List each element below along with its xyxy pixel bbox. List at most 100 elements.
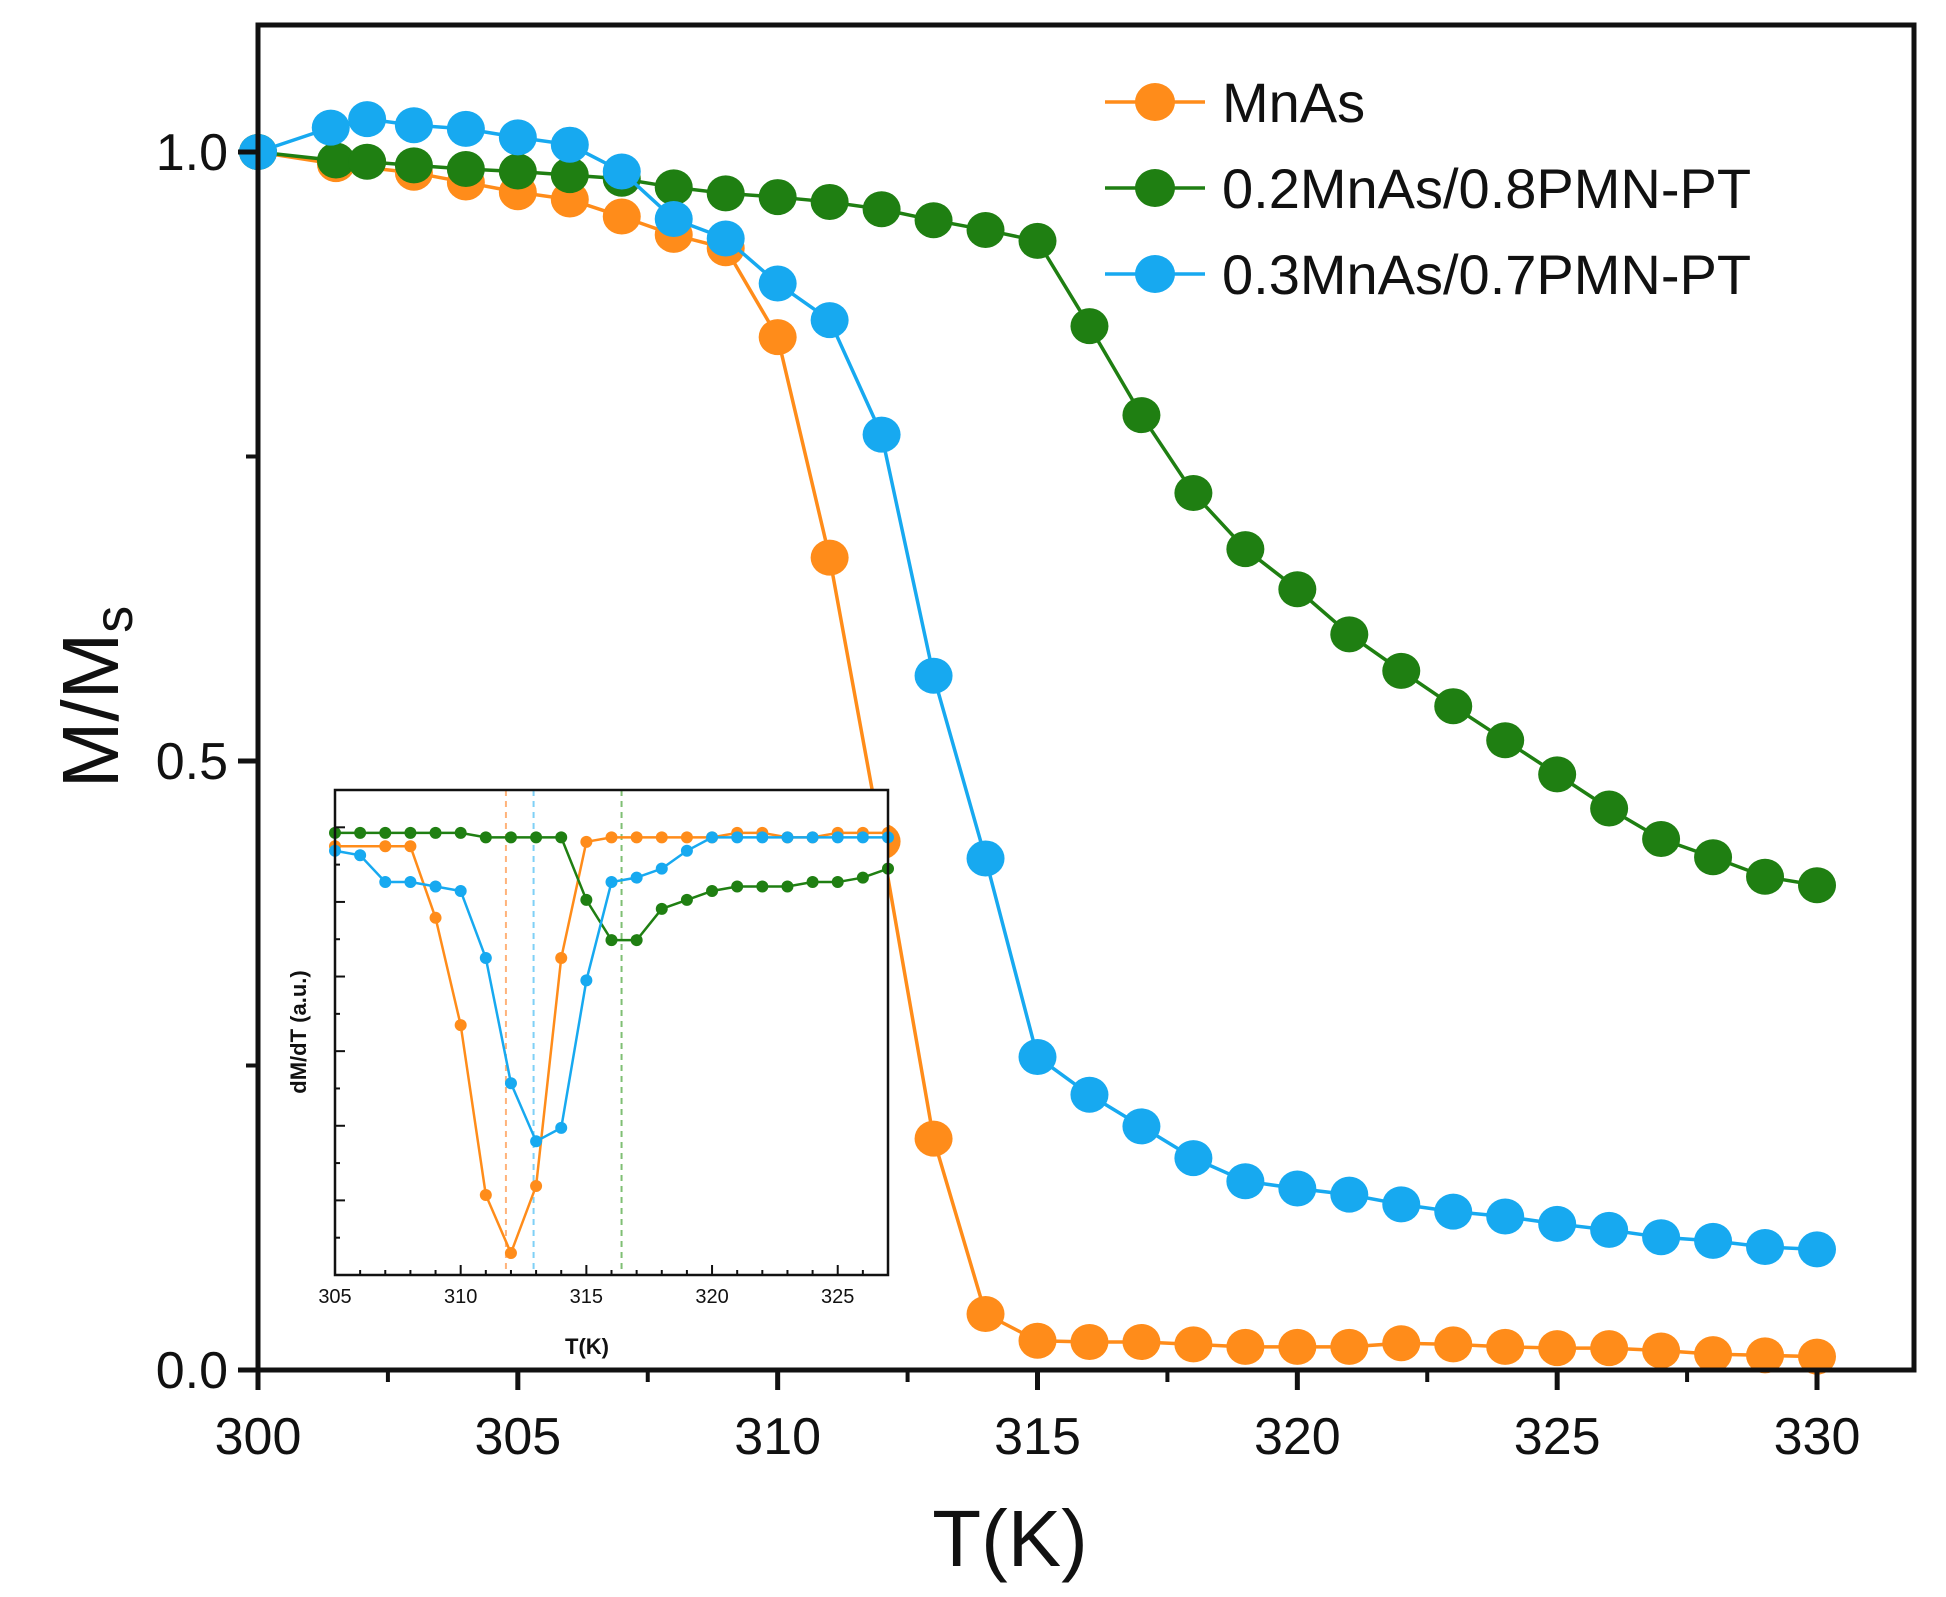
legend-marker-3 bbox=[1135, 255, 1175, 293]
inset-series-3-point bbox=[429, 880, 442, 893]
inset-series-3-point bbox=[379, 876, 392, 889]
inset-x-tick-label-315: 315 bbox=[570, 1286, 603, 1308]
inset-series-2-point bbox=[580, 893, 593, 906]
series-1-point bbox=[810, 539, 849, 576]
inset-background bbox=[335, 790, 888, 1275]
series-3-point bbox=[810, 302, 849, 339]
inset-series-2-group bbox=[329, 826, 894, 947]
series-1-point bbox=[1538, 1330, 1577, 1367]
series-1-point bbox=[1642, 1332, 1681, 1369]
inset-series-2-point bbox=[479, 831, 492, 844]
inset-series-2-point bbox=[429, 826, 442, 839]
inset-y-axis-title: dM/dT (a.u.) bbox=[286, 970, 311, 1093]
series-1-point bbox=[1746, 1337, 1785, 1374]
inset-series-3-point bbox=[680, 844, 693, 857]
inset-series-2-point bbox=[630, 934, 643, 947]
series-3-point bbox=[1174, 1140, 1213, 1177]
inset-series-1-point bbox=[630, 831, 643, 844]
inset-x-tick-label-310: 310 bbox=[444, 1286, 477, 1308]
series-2-point bbox=[1538, 756, 1577, 793]
inset-series-2-point bbox=[706, 884, 719, 897]
series-3-point bbox=[1018, 1038, 1057, 1075]
series-1-point bbox=[1174, 1326, 1213, 1363]
inset-series-3-point bbox=[630, 871, 643, 884]
series-2-point bbox=[394, 147, 433, 184]
series-3-point bbox=[1486, 1198, 1525, 1235]
inset-series-2-point bbox=[454, 826, 467, 839]
inset-series bbox=[329, 826, 894, 1260]
series-3-point bbox=[654, 200, 693, 237]
series-2-point bbox=[1746, 858, 1785, 895]
series-2-point bbox=[1330, 616, 1369, 653]
inset-series-3-point bbox=[731, 831, 744, 844]
series-3-point bbox=[1278, 1170, 1317, 1207]
series-3-point bbox=[1226, 1163, 1265, 1200]
x-tick-label-305: 305 bbox=[474, 1408, 561, 1466]
series-1-point bbox=[602, 198, 641, 235]
series-3-point bbox=[1070, 1076, 1109, 1113]
legend-marker-1 bbox=[1135, 83, 1175, 121]
series-1-point bbox=[1382, 1325, 1421, 1362]
series-1-point bbox=[1798, 1338, 1836, 1375]
inset-series-1-point bbox=[479, 1188, 492, 1201]
inset-series-1-point bbox=[429, 911, 442, 924]
series-3-point bbox=[1434, 1193, 1473, 1230]
series-3-point bbox=[1798, 1231, 1836, 1268]
series-2-point bbox=[446, 151, 485, 188]
inset-vlines bbox=[504, 790, 623, 1275]
inset-series-3-point bbox=[454, 884, 467, 897]
series-3-point bbox=[1538, 1205, 1577, 1242]
series-3-point bbox=[348, 101, 387, 138]
series-3-point bbox=[602, 153, 641, 190]
series-1-point bbox=[1070, 1323, 1109, 1360]
series-2-point bbox=[758, 179, 797, 216]
series-3-point bbox=[966, 840, 1005, 877]
y-axis-title: M/Ms bbox=[46, 606, 144, 789]
series-3-point bbox=[1330, 1176, 1369, 1213]
inset-series-2-point bbox=[555, 831, 568, 844]
inset-series-2-point bbox=[504, 831, 517, 844]
series-2-point bbox=[1018, 222, 1057, 259]
x-tick-label-315: 315 bbox=[994, 1408, 1081, 1466]
series-3-point bbox=[498, 119, 537, 156]
series-3-point bbox=[1382, 1186, 1421, 1223]
legend-marker-2 bbox=[1135, 169, 1175, 207]
series-2-point bbox=[1278, 571, 1317, 608]
series-3-point bbox=[862, 416, 901, 453]
main-plot-frame bbox=[255, 22, 1917, 1373]
inset-series-2-point bbox=[379, 826, 392, 839]
inset-x-tick-label-325: 325 bbox=[821, 1286, 854, 1308]
inset-series-1-point bbox=[379, 840, 392, 853]
inset-series-2-point bbox=[806, 876, 819, 889]
inset-series-1-point bbox=[504, 1247, 517, 1260]
series-2-point bbox=[1590, 790, 1629, 827]
series-1-point bbox=[758, 319, 797, 356]
series-3-point bbox=[446, 110, 485, 147]
series-2-point bbox=[654, 169, 693, 206]
series-3-point bbox=[311, 109, 350, 146]
x-tick-label-330: 330 bbox=[1774, 1408, 1861, 1466]
series-3-point bbox=[394, 107, 433, 144]
y-tick-label-0.0: 0.0 bbox=[156, 1342, 228, 1400]
main-ticks: 300 305 310 315 320 325 330 0.0 0.5 1.0 bbox=[156, 124, 1861, 1466]
inset-series-3-point bbox=[504, 1077, 517, 1090]
inset-series-3-point bbox=[655, 862, 668, 875]
inset-series-1-point bbox=[454, 1019, 467, 1032]
inset-series-3-point bbox=[756, 831, 769, 844]
series-1-point bbox=[1122, 1323, 1161, 1360]
series-2-point bbox=[862, 191, 901, 228]
inset-series-3-point bbox=[530, 1135, 543, 1148]
series-3-point bbox=[1642, 1219, 1681, 1256]
series-2-point bbox=[1434, 688, 1473, 725]
inset-series-2-point bbox=[354, 826, 367, 839]
inset-series-3-point bbox=[479, 952, 492, 965]
inset-series-1-point bbox=[530, 1180, 543, 1193]
inset-series-1-point bbox=[655, 831, 668, 844]
series-3-point bbox=[914, 657, 953, 694]
series-1-point bbox=[1278, 1328, 1317, 1365]
series-2-point bbox=[1642, 820, 1681, 857]
series-2-point bbox=[316, 142, 355, 179]
series-1-point bbox=[1330, 1328, 1369, 1365]
y-axis-title-subscript: s bbox=[84, 606, 144, 633]
